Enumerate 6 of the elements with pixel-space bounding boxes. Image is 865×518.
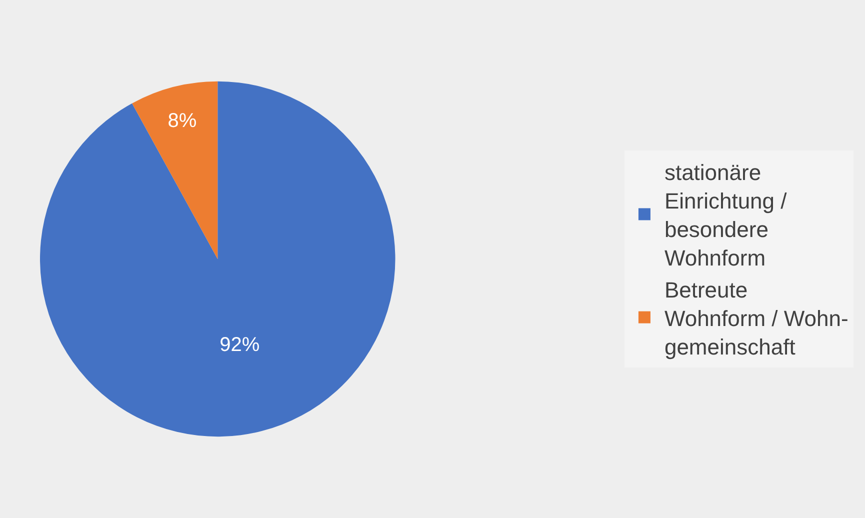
data-label: 92% xyxy=(220,334,260,356)
data-label: 8% xyxy=(168,110,197,132)
legend-label: stationäre Einrichtung / besondere Wohnform xyxy=(664,160,788,271)
legend-label: Betreute Wohnform / Wohn-gemeinschaft xyxy=(664,277,848,360)
pie-slice xyxy=(40,81,396,436)
pie-slice xyxy=(132,81,218,259)
